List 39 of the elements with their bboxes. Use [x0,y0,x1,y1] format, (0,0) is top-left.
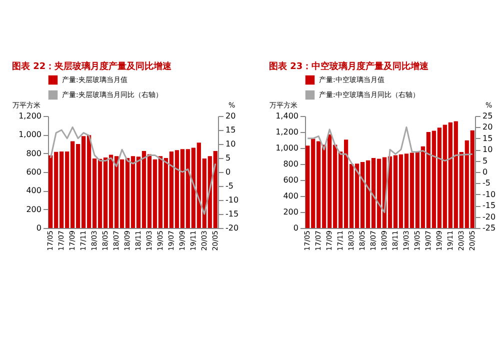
y-tick-label: 800 [26,148,42,158]
y-tick-label: 1,000 [276,144,298,152]
y2-tick-label: -10 [482,190,496,199]
y2-tick-label: 25 [482,112,493,120]
y2-tick-label: 15 [226,126,236,134]
y2-tick-label: -15 [482,201,496,210]
y2-tick-label: -20 [226,224,239,232]
y-tick-label: 0 [293,224,298,232]
y-tick-label: 600 [283,176,298,184]
line-series [306,126,474,214]
y-tick-label: 200 [26,204,42,214]
y2-tick-label: -10 [226,196,239,204]
y2-tick-label: 5 [482,156,488,166]
y2-tick-label: -20 [482,212,496,222]
y2-tick-label: 20 [226,112,236,120]
y-tick-label: 600 [26,168,42,176]
y2-tick-label: -25 [482,224,496,232]
line-series [50,126,216,215]
y2-tick-label: 5 [226,154,231,162]
y-tick-label: 0 [36,224,42,232]
y-tick-label: 1,200 [276,128,298,136]
y-tick-label: 400 [283,192,298,200]
y2-tick-label: -5 [226,182,234,190]
y2-tick-label: 10 [226,140,236,148]
y-tick-label: 400 [26,186,42,196]
y2-tick-label: 10 [482,145,493,154]
y2-tick-label: -5 [482,178,490,188]
y2-tick-label: 0 [226,168,231,176]
y-tick-label: 800 [283,160,298,168]
y2-tick-label: 20 [482,122,493,132]
y-tick-label: 1,400 [276,112,298,120]
y2-tick-label: -15 [226,210,239,218]
chart-title: 图表 22：夹层玻璃月度产量及同比增速 [12,61,173,72]
y-tick-label: 200 [283,208,298,216]
y2-tick-label: 0 [482,168,488,176]
y-tick-label: 1,200 [18,112,42,120]
chart-title: 图表 23：中空玻璃月度产量及同比增速 [269,61,430,72]
y-tick-label: 1,000 [18,130,42,140]
y2-tick-label: 15 [482,134,493,143]
